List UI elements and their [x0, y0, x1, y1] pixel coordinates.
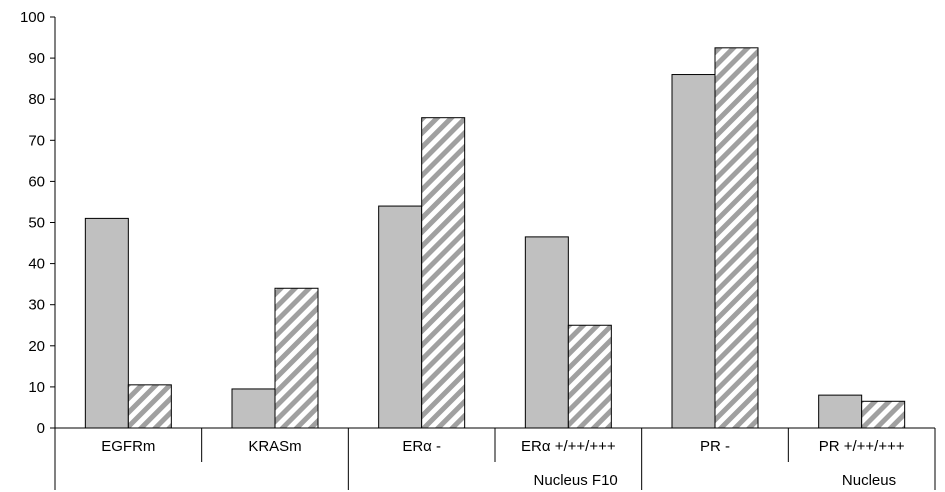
bar-series2-4: [714, 47, 759, 429]
bar-series1-4: [671, 74, 716, 429]
bar-series2-0: [127, 384, 172, 429]
category-label: PR +/++/+++: [819, 438, 905, 455]
bar-series2-1: [274, 287, 319, 429]
bar-series1-2: [378, 205, 423, 429]
bar-series2-3: [567, 324, 612, 429]
bar-series2-2: [421, 117, 466, 429]
category-label: ERα -: [402, 438, 441, 455]
category-label: PR -: [700, 438, 730, 455]
y-tick-label: 0: [37, 420, 45, 437]
group-label: Nucleus: [842, 472, 896, 489]
y-tick-label: 90: [28, 50, 45, 67]
y-tick-label: 80: [28, 91, 45, 108]
y-tick-label: 10: [28, 379, 45, 396]
category-label: ERα +/++/+++: [521, 438, 616, 455]
y-tick-label: 100: [20, 9, 45, 26]
category-label: EGFRm: [101, 438, 155, 455]
plot-area: 0 10 20 30 40 50 60 70 80 90 100 EGFRm KRASm ERα - ERα…: [20, 9, 936, 490]
group-label: Nucleus F10: [534, 472, 618, 489]
bar-series1-0: [84, 217, 129, 429]
y-tick-label: 70: [28, 132, 45, 149]
y-tick-label: 30: [28, 297, 45, 314]
category-label: KRASm: [248, 438, 301, 455]
bar-series1-1: [231, 388, 276, 429]
y-tick-label: 20: [28, 338, 45, 355]
bar-series1-5: [818, 394, 863, 429]
bar-series1-3: [524, 236, 569, 429]
y-tick-label: 50: [28, 215, 45, 232]
y-tick-label: 60: [28, 173, 45, 190]
y-tick-label: 40: [28, 256, 45, 273]
bar-series2-5: [861, 400, 906, 429]
